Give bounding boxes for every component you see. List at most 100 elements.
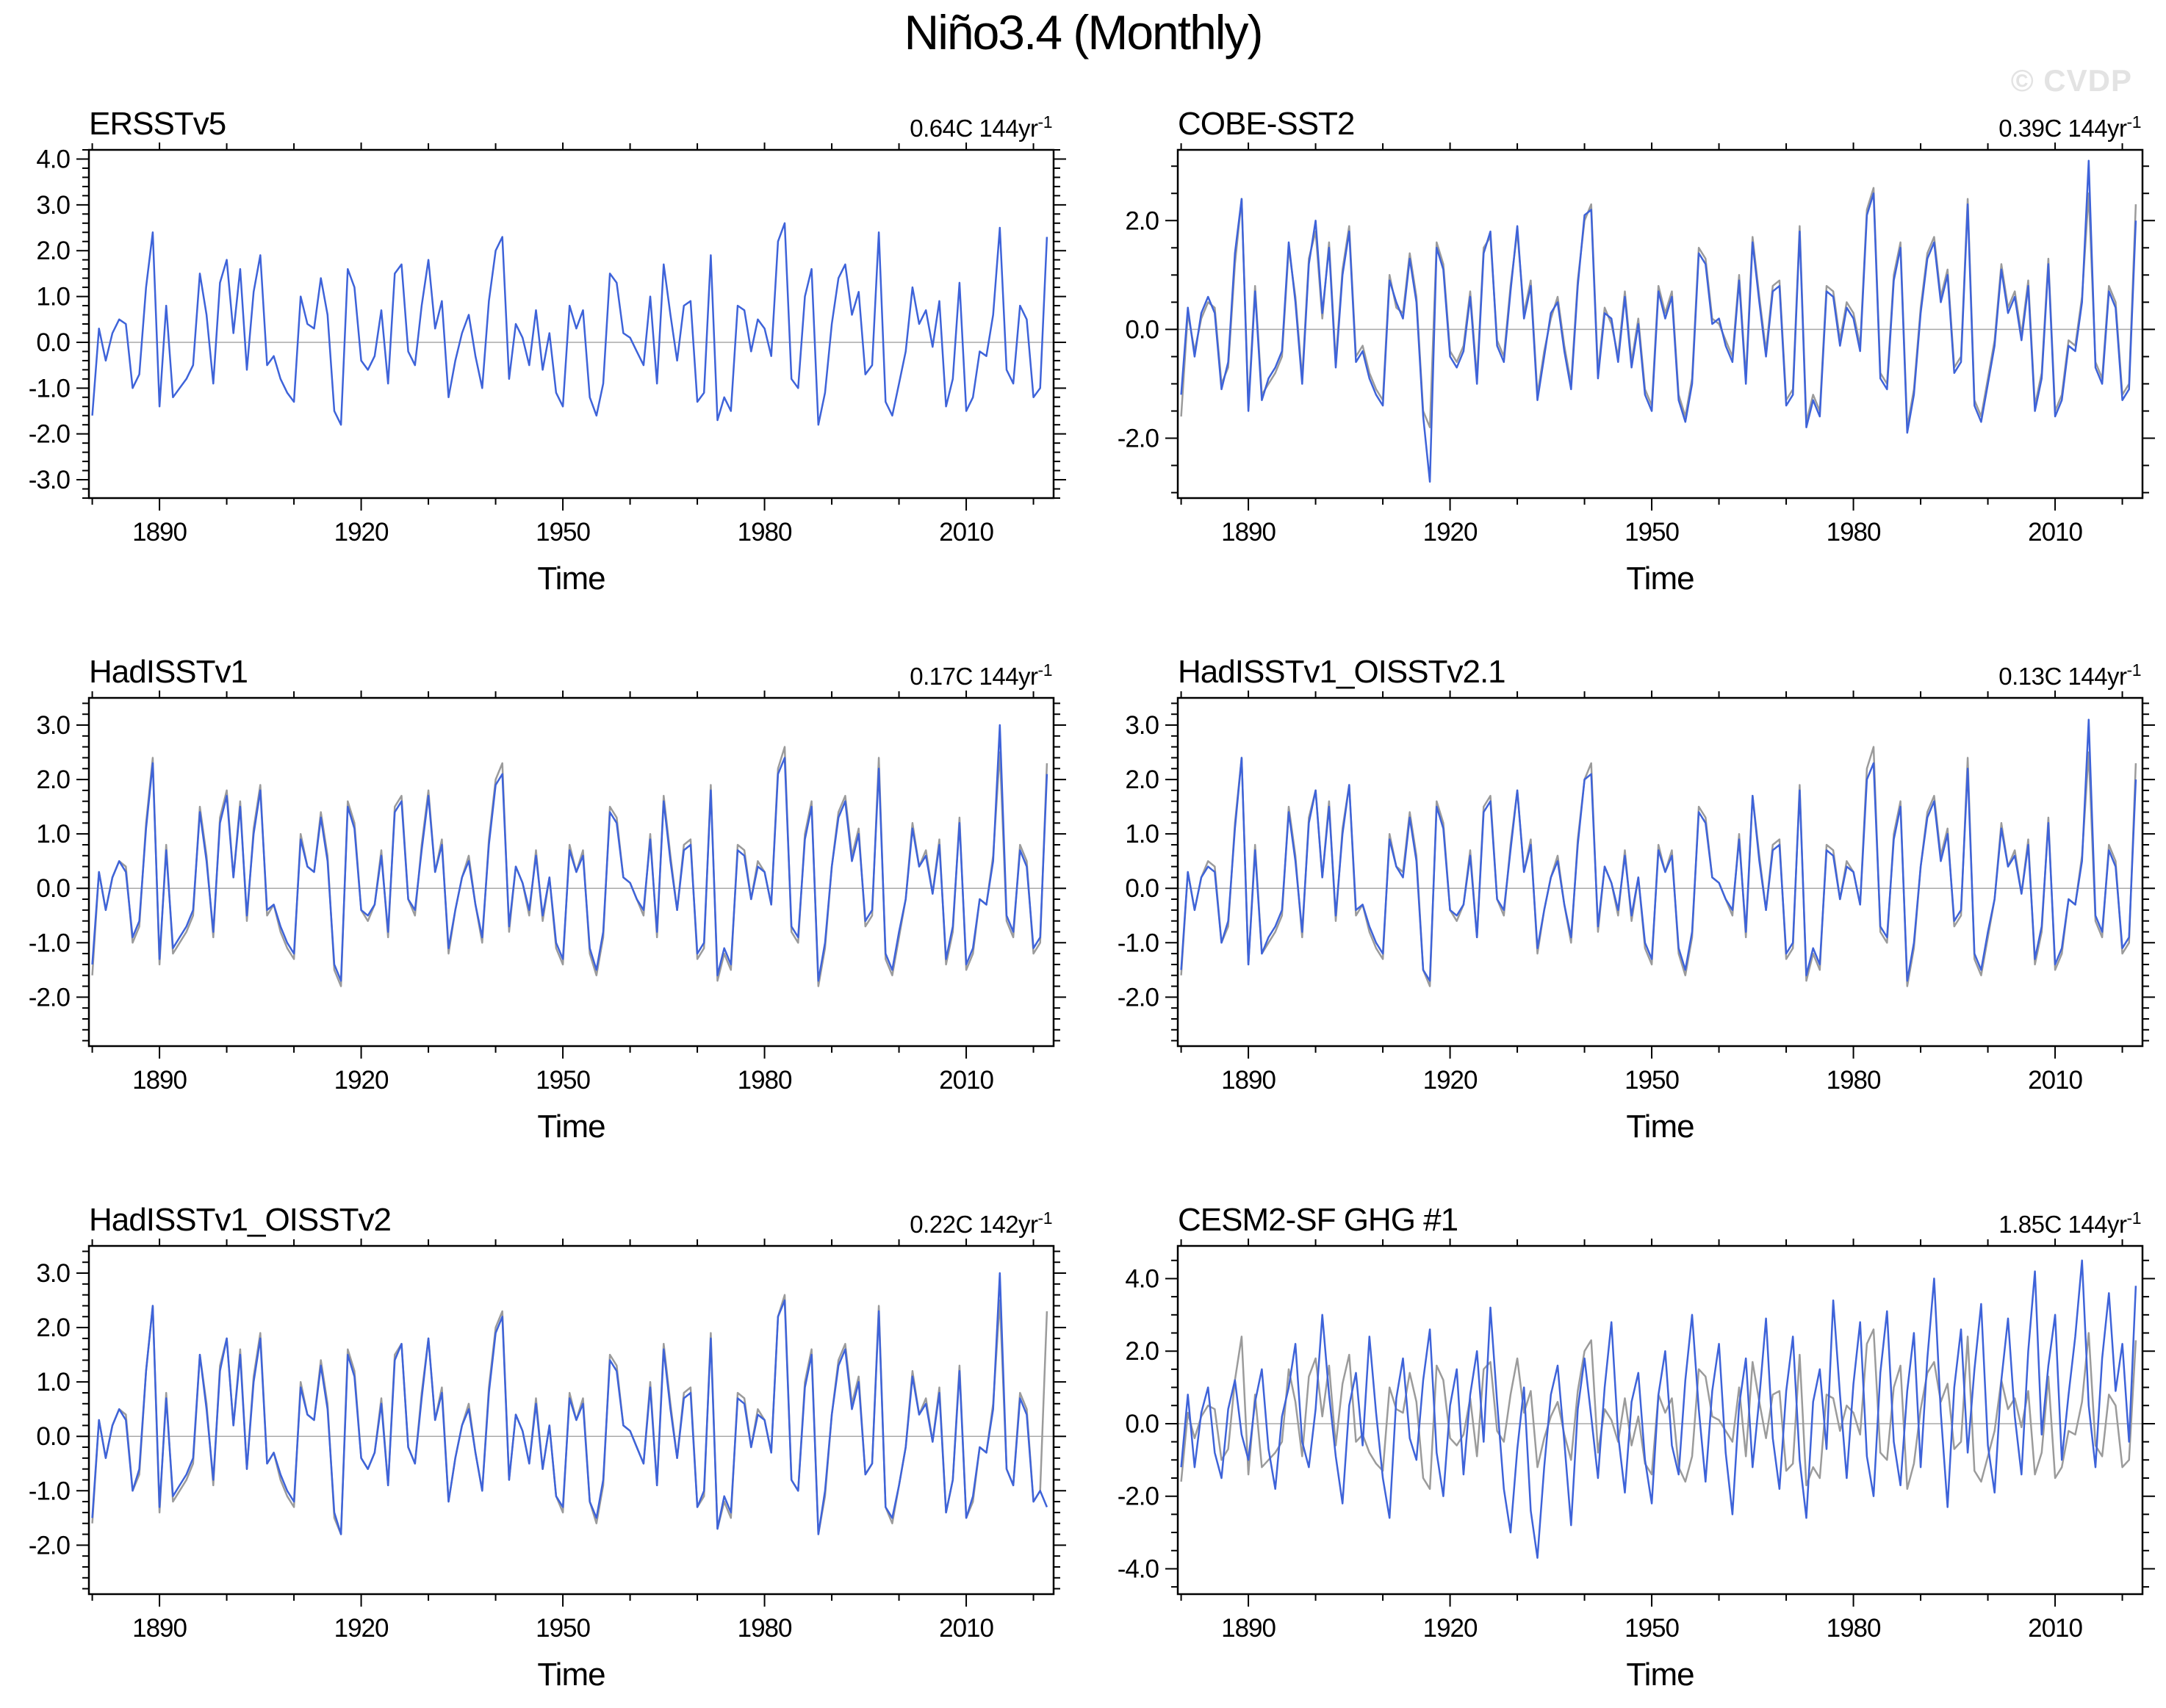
svg-text:4.0: 4.0: [36, 145, 70, 173]
svg-text:-2.0: -2.0: [1118, 983, 1159, 1012]
svg-text:-2.0: -2.0: [1118, 1482, 1159, 1511]
timeseries-plot-cesm2-sf-ghg-1: 1890 1920 1950 1980 2010 -4.0 -2.0 0.0 2.0 4.0 Tim…: [1118, 1239, 2155, 1693]
timeseries-plot-cobe-sst2: 1890 1920 1950 1980 2010 -2.0 0.0 2.0 Time: [1118, 143, 2155, 597]
svg-text:1980: 1980: [738, 518, 792, 547]
svg-text:1920: 1920: [334, 1614, 389, 1643]
svg-text:-3.0: -3.0: [29, 466, 71, 494]
timeseries-plot-ersstv5: 1890 1920 1950 1980 2010 -3.0 -2.0 -1.0 0.0 1.0 2.…: [29, 143, 1066, 597]
svg-text:1920: 1920: [1423, 1066, 1478, 1095]
svg-text:1890: 1890: [1221, 1066, 1276, 1095]
svg-text:2010: 2010: [2028, 518, 2082, 547]
trend-value: 0.22C 142yr: [910, 1211, 1038, 1238]
svg-text:1980: 1980: [1827, 1614, 1881, 1643]
trend-value: 0.64C 144yr: [910, 115, 1038, 142]
panel-title: HadISSTv1_OISSTv2.1: [1178, 654, 1506, 690]
figure-title: Niño3.4 (Monthly): [904, 5, 1264, 60]
cvdp-watermark: © CVDP: [2010, 63, 2132, 98]
svg-text:1920: 1920: [334, 518, 389, 547]
panel-header: COBE-SST2 0.39C 144yr-1: [1108, 100, 2166, 143]
svg-text:-1.0: -1.0: [29, 929, 71, 957]
trend-annotation: 1.85C 144yr-1: [1998, 1208, 2141, 1239]
svg-text:1920: 1920: [1423, 1614, 1478, 1643]
svg-text:-1.0: -1.0: [29, 374, 71, 403]
svg-text:Time: Time: [1626, 1657, 1694, 1693]
svg-text:1890: 1890: [132, 1066, 187, 1095]
trend-value: 0.39C 144yr: [1998, 115, 2127, 142]
trend-exponent: -1: [2126, 1208, 2142, 1228]
trend-annotation: 0.13C 144yr-1: [1998, 660, 2141, 691]
svg-text:Time: Time: [1626, 561, 1694, 597]
panel-title: ERSSTv5: [89, 106, 226, 142]
trend-annotation: 0.64C 144yr-1: [910, 112, 1052, 143]
svg-text:1950: 1950: [536, 518, 590, 547]
svg-text:1950: 1950: [1624, 1066, 1679, 1095]
panel-hadisstv1-oisstv2-1: HadISSTv1_OISSTv2.1 0.13C 144yr-1 1890 19…: [1108, 648, 2166, 1196]
panel-title: HadISSTv1_OISSTv2: [89, 1202, 392, 1238]
svg-text:-1.0: -1.0: [1118, 929, 1159, 957]
trend-annotation: 0.17C 144yr-1: [910, 660, 1052, 691]
svg-text:1980: 1980: [1827, 518, 1881, 547]
svg-text:-1.0: -1.0: [29, 1477, 71, 1505]
svg-text:-2.0: -2.0: [29, 983, 71, 1012]
svg-text:Time: Time: [537, 1657, 605, 1693]
svg-text:Time: Time: [1626, 1109, 1694, 1145]
panel-hadisstv1-oisstv2: HadISSTv1_OISSTv2 0.22C 142yr-1 1890 1920…: [19, 1196, 1077, 1708]
trend-exponent: -1: [1037, 112, 1053, 131]
panel-header: HadISSTv1_OISSTv2 0.22C 142yr-1: [19, 1196, 1077, 1239]
panel-header: HadISSTv1_OISSTv2.1 0.13C 144yr-1: [1108, 648, 2166, 691]
panel-cobe-sst2: COBE-SST2 0.39C 144yr-1 1890 1920 1950 1980…: [1108, 100, 2166, 648]
svg-text:1980: 1980: [738, 1066, 792, 1095]
svg-text:2.0: 2.0: [1125, 1337, 1159, 1366]
svg-text:2010: 2010: [939, 1614, 993, 1643]
svg-text:1890: 1890: [132, 518, 187, 547]
svg-text:3.0: 3.0: [36, 711, 70, 740]
trend-value: 1.85C 144yr: [1998, 1211, 2127, 1238]
trend-exponent: -1: [1037, 1208, 1053, 1228]
svg-text:4.0: 4.0: [1125, 1264, 1159, 1293]
svg-text:1920: 1920: [334, 1066, 389, 1095]
panel-cesm2-sf-ghg-1: CESM2-SF GHG #1 1.85C 144yr-1 1890 1920 19…: [1108, 1196, 2166, 1708]
panel-title: CESM2-SF GHG #1: [1178, 1202, 1458, 1238]
svg-text:2.0: 2.0: [1125, 206, 1159, 235]
svg-text:2010: 2010: [2028, 1614, 2082, 1643]
svg-text:0.0: 0.0: [1125, 1410, 1159, 1438]
svg-text:0.0: 0.0: [1125, 874, 1159, 903]
trend-value: 0.13C 144yr: [1998, 663, 2127, 690]
svg-text:1980: 1980: [738, 1614, 792, 1643]
svg-text:1950: 1950: [1624, 1614, 1679, 1643]
trend-exponent: -1: [2126, 660, 2142, 680]
svg-text:0.0: 0.0: [1125, 315, 1159, 344]
svg-text:3.0: 3.0: [36, 1259, 70, 1288]
timeseries-plot-hadisstv1: 1890 1920 1950 1980 2010 -2.0 -1.0 0.0 1.0 2.0 3.0…: [29, 691, 1066, 1145]
panel-header: ERSSTv5 0.64C 144yr-1: [19, 100, 1077, 143]
svg-text:1950: 1950: [536, 1066, 590, 1095]
svg-text:1.0: 1.0: [36, 820, 70, 848]
panel-hadisstv1: HadISSTv1 0.17C 144yr-1 1890 1920 1950 1980…: [19, 648, 1077, 1196]
trend-exponent: -1: [1037, 660, 1053, 680]
svg-text:1920: 1920: [1423, 518, 1478, 547]
svg-text:Time: Time: [537, 561, 605, 597]
svg-text:1950: 1950: [536, 1614, 590, 1643]
svg-text:2.0: 2.0: [1125, 765, 1159, 794]
panel-header: CESM2-SF GHG #1 1.85C 144yr-1: [1108, 1196, 2166, 1239]
svg-text:1.0: 1.0: [36, 1368, 70, 1397]
svg-text:0.0: 0.0: [36, 874, 70, 903]
svg-text:2.0: 2.0: [36, 765, 70, 794]
timeseries-plot-hadisstv1-oisstv2: 1890 1920 1950 1980 2010 -2.0 -1.0 0.0 1.0 2.0 3.0…: [29, 1239, 1066, 1693]
svg-text:-4.0: -4.0: [1118, 1554, 1159, 1583]
panel-title: COBE-SST2: [1178, 106, 1355, 142]
svg-text:2010: 2010: [939, 1066, 993, 1095]
trend-exponent: -1: [2126, 112, 2142, 131]
panel-grid: ERSSTv5 0.64C 144yr-1 1890 1920 1950 1980 20…: [19, 100, 2166, 1708]
trend-annotation: 0.22C 142yr-1: [910, 1208, 1052, 1239]
svg-text:1890: 1890: [132, 1614, 187, 1643]
timeseries-plot-hadisstv1-oisstv2-1: 1890 1920 1950 1980 2010 -2.0 -1.0 0.0 1.0 2.0 3.0…: [1118, 691, 2155, 1145]
svg-text:1.0: 1.0: [36, 283, 70, 311]
svg-text:3.0: 3.0: [1125, 711, 1159, 740]
svg-text:0.0: 0.0: [36, 328, 70, 357]
svg-text:2010: 2010: [2028, 1066, 2082, 1095]
svg-text:Time: Time: [537, 1109, 605, 1145]
svg-text:2.0: 2.0: [36, 1314, 70, 1342]
svg-text:-2.0: -2.0: [1118, 425, 1159, 453]
